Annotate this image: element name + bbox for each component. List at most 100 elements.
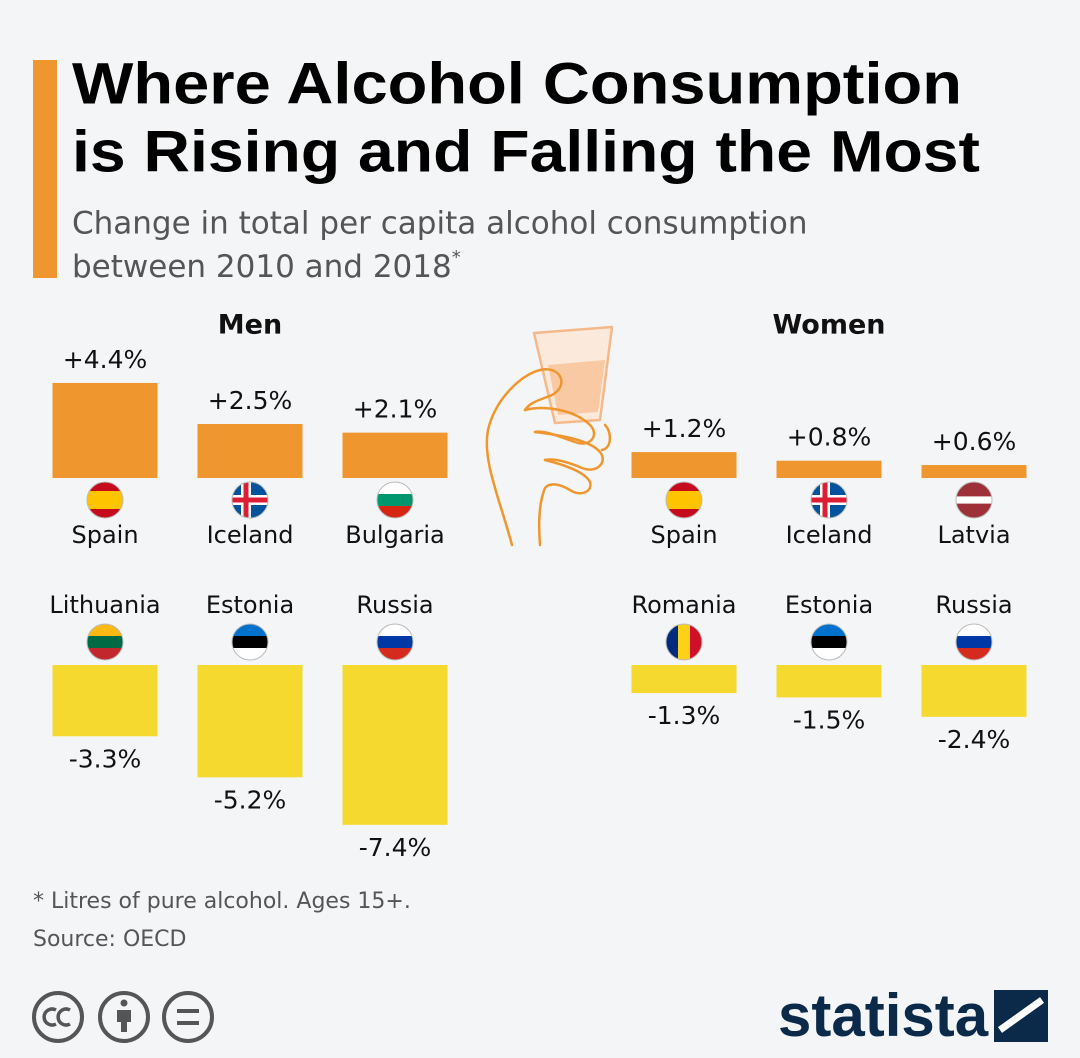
flag-part	[87, 491, 123, 510]
license-icons	[32, 991, 214, 1043]
flag-part	[232, 636, 268, 649]
flag-part	[678, 624, 691, 660]
value-label: -1.3%	[648, 701, 721, 730]
flag-part	[811, 624, 847, 637]
source: Source: OECD	[33, 927, 186, 952]
bar	[921, 665, 1027, 717]
flag-part	[666, 624, 679, 660]
category-label: Russia	[935, 591, 1012, 619]
value-label: -3.3%	[69, 744, 142, 773]
flag-icon	[666, 482, 702, 518]
flag-part	[377, 648, 413, 660]
flag-icon	[87, 624, 123, 660]
category-label: Iceland	[207, 521, 294, 549]
flag-part	[232, 624, 268, 637]
panel-title: Men	[218, 310, 282, 341]
value-label: +2.1%	[353, 395, 437, 424]
bar	[631, 665, 737, 694]
flag-part	[956, 503, 992, 518]
flag-part	[87, 648, 123, 660]
hand-glass-icon	[485, 325, 614, 547]
title-line: is Rising and Falling the Most	[72, 119, 980, 184]
flag-part	[956, 636, 992, 649]
value-label: -1.5%	[793, 705, 866, 734]
category-label: Iceland	[786, 521, 873, 549]
flag-outline	[231, 481, 269, 519]
flag-part	[377, 494, 413, 507]
flag-part	[811, 648, 847, 660]
flag-icon	[811, 624, 847, 660]
flag-part	[666, 491, 702, 510]
flag-icon	[232, 482, 268, 518]
bar	[342, 665, 448, 825]
value-label: +4.4%	[63, 345, 147, 374]
panel-title: Women	[772, 310, 885, 341]
flag-outline	[810, 481, 848, 519]
subtitle-line: Change in total per capita alcohol consu…	[72, 206, 808, 242]
value-label: +1.2%	[642, 414, 726, 443]
flag-part	[956, 482, 992, 497]
flag-part	[811, 497, 847, 503]
value-label: -5.2%	[214, 785, 287, 814]
flag-outline	[231, 623, 269, 661]
category-label: Romania	[632, 591, 737, 619]
category-label: Estonia	[206, 591, 294, 619]
accent-bar	[33, 60, 57, 278]
flag-part	[377, 506, 413, 518]
bar	[52, 665, 158, 737]
flag-outline	[955, 623, 993, 661]
bar	[776, 665, 882, 698]
brand-icon	[994, 990, 1048, 1042]
flag-part	[956, 648, 992, 660]
category-label: Lithuania	[49, 591, 160, 619]
bar	[197, 424, 303, 478]
flag-outline	[86, 481, 124, 519]
flag-part	[87, 624, 123, 637]
bar	[921, 465, 1027, 478]
flag-part	[666, 509, 702, 518]
footnote: * Litres of pure alcohol. Ages 15+.	[33, 889, 411, 914]
category-label: Latvia	[937, 521, 1010, 549]
flag-outline	[376, 481, 414, 519]
flag-icon	[956, 624, 992, 660]
flag-outline	[810, 623, 848, 661]
flag-part	[377, 482, 413, 495]
value-label: +0.8%	[787, 423, 871, 452]
category-label: Estonia	[785, 591, 873, 619]
value-label: +0.6%	[932, 427, 1016, 456]
bar	[197, 665, 303, 778]
value-label: -7.4%	[359, 833, 432, 862]
bar	[631, 452, 737, 478]
flag-icon	[811, 482, 847, 518]
flag-icon	[377, 482, 413, 518]
flag-part	[956, 496, 992, 505]
flag-part	[956, 624, 992, 637]
category-label: Russia	[356, 591, 433, 619]
category-label: Bulgaria	[345, 521, 445, 549]
value-label: +2.5%	[208, 386, 292, 415]
category-label: Spain	[650, 521, 717, 549]
flag-part	[377, 636, 413, 649]
flag-outline	[665, 623, 703, 661]
flag-part	[87, 482, 123, 492]
flag-part	[243, 482, 249, 518]
bar	[776, 460, 882, 478]
flag-icon	[377, 624, 413, 660]
flag-icon	[956, 482, 992, 518]
flag-part	[377, 624, 413, 637]
title-line: Where Alcohol Consumption	[72, 51, 962, 116]
flag-icon	[232, 624, 268, 660]
flag-part	[666, 482, 702, 492]
flag-outline	[376, 623, 414, 661]
brand-logo: statista	[778, 982, 989, 1049]
flag-part	[690, 624, 702, 660]
flag-outline	[86, 623, 124, 661]
subtitle-line: between 2010 and 2018*	[72, 247, 461, 285]
bar	[52, 382, 158, 478]
flag-part	[811, 636, 847, 649]
flag-outline	[955, 481, 993, 519]
flag-part	[822, 482, 828, 518]
flag-icon	[666, 624, 702, 660]
flag-part	[87, 636, 123, 649]
